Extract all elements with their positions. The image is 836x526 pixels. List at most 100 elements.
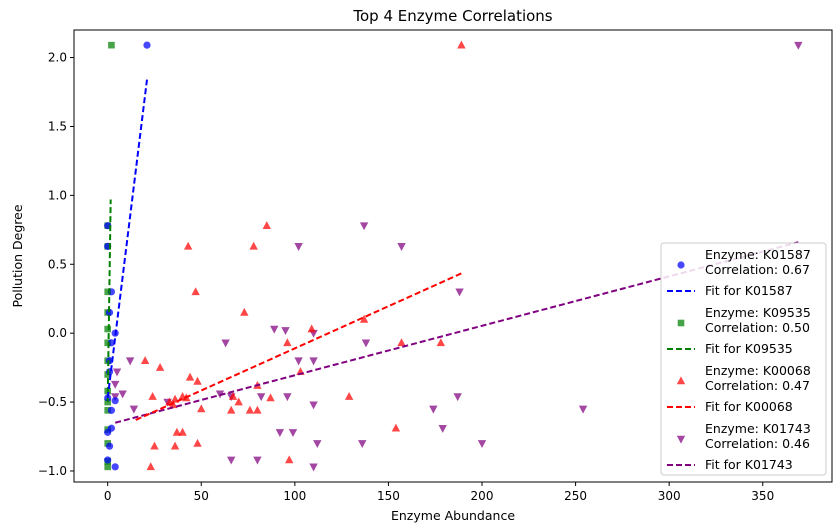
- data-point: [358, 440, 367, 449]
- data-point: [453, 393, 462, 402]
- data-point: [309, 463, 318, 472]
- axes: 0 50 100 150 200 250 300 350 −1.0 −0.5 0.0 0.5 1.0 1.…: [38, 29, 833, 503]
- legend-correlation: Correlation: 0.50: [705, 320, 810, 335]
- legend-marker: [676, 435, 686, 444]
- data-point: [457, 40, 466, 49]
- data-point: [344, 391, 354, 400]
- data-point: [111, 463, 119, 471]
- legend-marker: [677, 261, 685, 269]
- data-point: [110, 380, 120, 389]
- data-point: [359, 314, 369, 323]
- y-tick-label: −0.5: [38, 395, 67, 409]
- data-point: [397, 338, 406, 347]
- data-point: [281, 327, 290, 336]
- data-point: [309, 401, 318, 410]
- data-point: [228, 391, 238, 400]
- data-point: [294, 357, 303, 366]
- x-tick-label: 150: [377, 489, 400, 503]
- data-point: [197, 404, 206, 413]
- data-point: [172, 427, 182, 436]
- data-point: [107, 424, 116, 432]
- x-tick-label: 100: [283, 489, 306, 503]
- data-point: [105, 442, 114, 450]
- data-point: [270, 325, 279, 334]
- data-point: [794, 41, 803, 50]
- chart-title: Top 4 Enzyme Correlations: [352, 7, 552, 25]
- data-point: [240, 307, 249, 316]
- data-point: [283, 338, 292, 347]
- data-point: [108, 41, 115, 49]
- y-tick-label: 0.5: [48, 257, 67, 271]
- data-point: [361, 339, 371, 348]
- data-point: [191, 287, 200, 296]
- data-point: [104, 288, 111, 296]
- data-point: [307, 324, 316, 333]
- data-point: [245, 405, 255, 414]
- legend-box: [660, 242, 827, 476]
- data-point: [262, 221, 271, 229]
- legend-fit-label: Fit for K00068: [705, 399, 793, 414]
- data-point: [438, 424, 447, 433]
- legend-series-name: Enzyme: K09535: [705, 305, 811, 320]
- data-point: [266, 393, 275, 402]
- legend-series-name: Enzyme: K00068: [705, 363, 811, 378]
- data-point: [359, 222, 369, 231]
- data-point: [146, 462, 155, 471]
- legend-fit-label: Fit for K09535: [705, 341, 793, 356]
- data-point: [118, 390, 127, 399]
- y-tick-label: 2.0: [48, 51, 67, 65]
- plot-frame: [73, 29, 833, 483]
- data-point: [178, 427, 187, 436]
- data-point: [112, 368, 122, 377]
- data-point: [288, 429, 298, 437]
- data-point: [578, 405, 588, 414]
- x-tick-label: 0: [104, 489, 112, 503]
- data-point: [234, 397, 243, 406]
- data-point: [104, 456, 112, 464]
- data-point: [283, 393, 292, 402]
- y-tick-label: −1.0: [38, 464, 67, 478]
- legend-fit-label: Fit for K01743: [705, 457, 793, 472]
- data-point: [275, 429, 285, 437]
- legend-fit-label: Fit for K01587: [705, 283, 793, 298]
- x-tick-label: 350: [751, 489, 774, 503]
- legend-marker: [677, 319, 685, 327]
- data-point: [193, 376, 202, 385]
- data-point: [140, 356, 150, 365]
- data-point: [111, 397, 119, 405]
- data-point: [155, 363, 165, 371]
- data-point: [256, 393, 266, 402]
- series-k01743: [110, 41, 803, 472]
- data-point: [477, 440, 487, 449]
- data-point: [309, 357, 318, 366]
- data-point: [253, 405, 262, 414]
- legend-correlation: Correlation: 0.46: [705, 436, 810, 451]
- x-tick-label: 50: [194, 489, 209, 503]
- data-point: [455, 288, 464, 297]
- data-point: [183, 241, 193, 250]
- data-point: [107, 406, 116, 414]
- data-point: [104, 407, 111, 414]
- y-tick-label: 1.0: [48, 188, 67, 202]
- x-axis-title: Enzyme Abundance: [391, 508, 515, 523]
- data-point: [227, 405, 236, 414]
- data-point: [107, 339, 116, 347]
- data-point: [313, 440, 322, 449]
- y-axis-title: Pollution Degree: [10, 204, 25, 307]
- data-point: [129, 405, 139, 414]
- data-point: [436, 338, 446, 347]
- fit-line: [135, 271, 464, 421]
- data-point: [104, 463, 111, 471]
- legend-correlation: Correlation: 0.47: [705, 378, 810, 393]
- data-point: [294, 243, 303, 251]
- legend-series-name: Enzyme: K01587: [705, 247, 811, 262]
- data-point: [104, 325, 111, 333]
- data-point: [285, 455, 294, 464]
- fit-line: [106, 199, 112, 403]
- data-point: [125, 357, 135, 366]
- data-point: [249, 241, 258, 250]
- x-tick-label: 250: [564, 489, 587, 503]
- data-point: [253, 456, 262, 465]
